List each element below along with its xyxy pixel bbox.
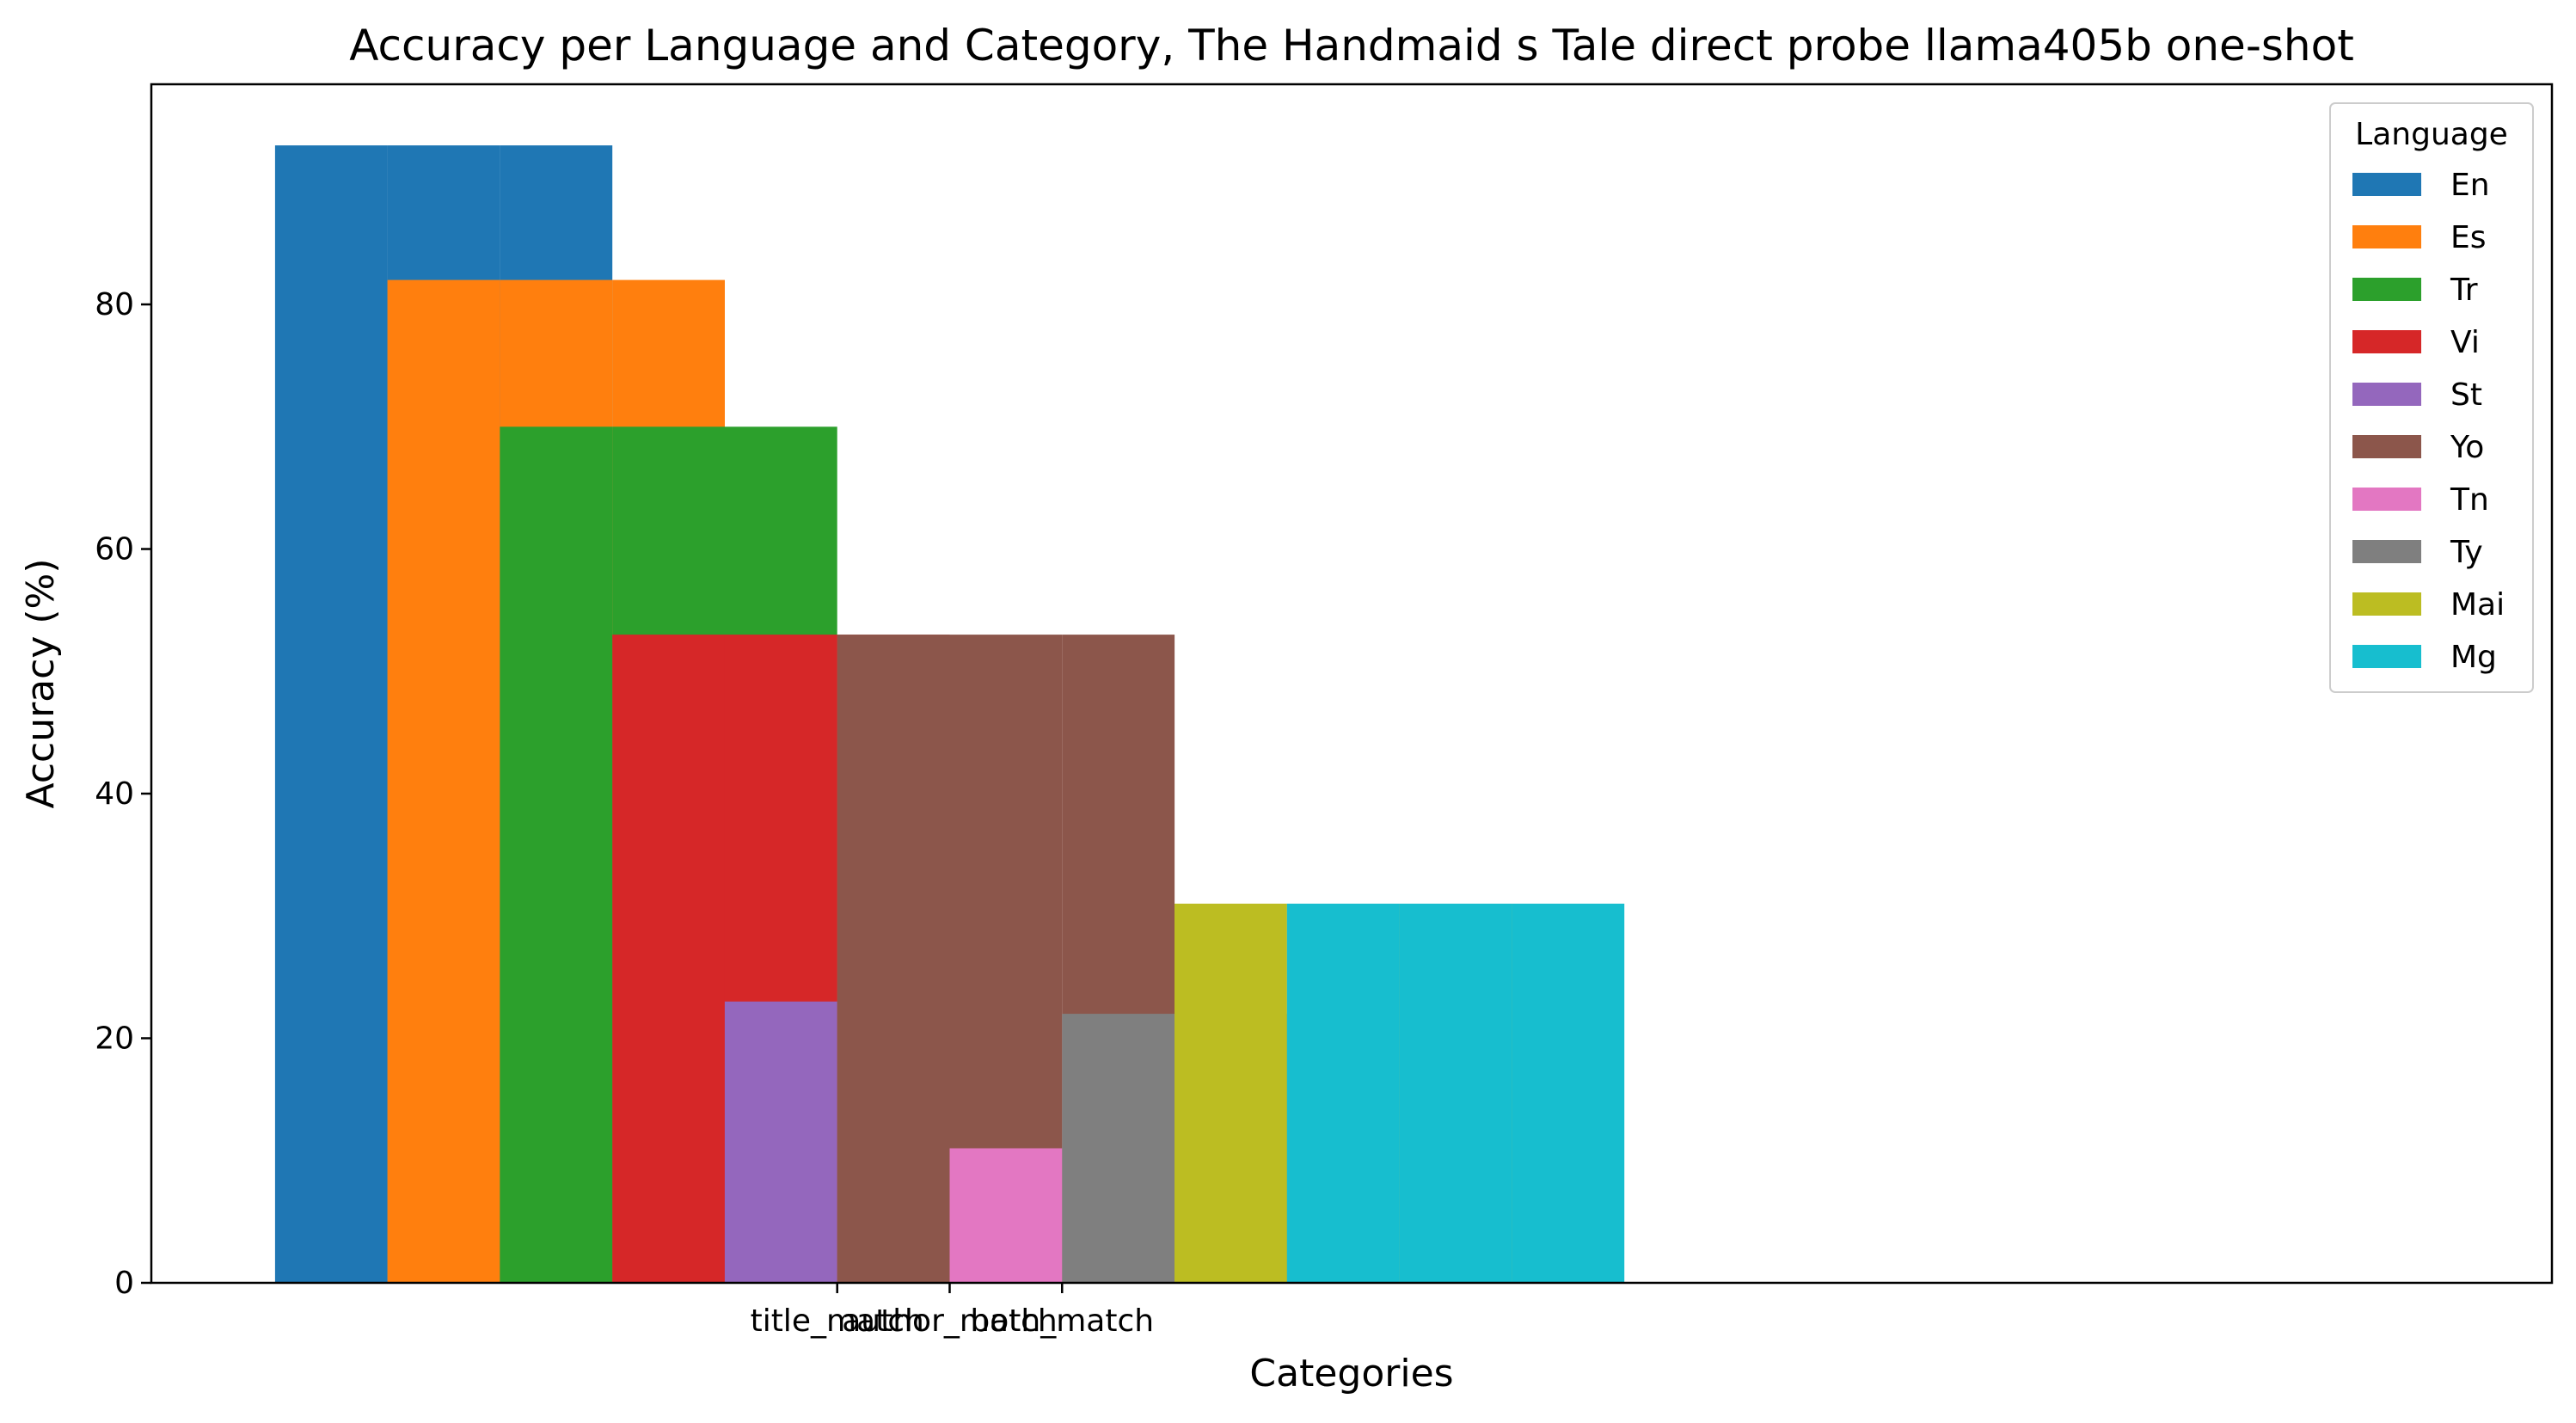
bar-vi-title-match xyxy=(612,635,725,1283)
legend-swatch-tr xyxy=(2352,278,2421,301)
legend-label-mg: Mg xyxy=(2450,640,2497,675)
legend-swatch-ty xyxy=(2352,540,2421,563)
legend-label-mai: Mai xyxy=(2450,587,2505,623)
legend-swatch-st xyxy=(2352,383,2421,406)
legend-swatch-vi xyxy=(2352,330,2421,353)
legend-label-yo: Yo xyxy=(2450,430,2484,465)
legend-label-en: En xyxy=(2450,168,2490,203)
legend-title: Language xyxy=(2355,117,2508,152)
bar-st-title-match xyxy=(724,1001,837,1283)
bar-en-title-match xyxy=(274,145,388,1284)
bar-tn-title-match xyxy=(949,1148,1063,1283)
bar-tr-title-match xyxy=(500,426,613,1283)
bar-mg-author-match xyxy=(1399,904,1512,1283)
bar-yo-title-match xyxy=(837,635,950,1283)
legend-swatch-en xyxy=(2352,173,2421,196)
bar-ty-title-match xyxy=(1062,1014,1175,1283)
y-axis-label: Accuracy (%) xyxy=(19,558,63,808)
y-tick-label: 60 xyxy=(95,532,134,567)
bar-mg-both-match xyxy=(1512,904,1625,1283)
legend-swatch-yo xyxy=(2352,435,2421,458)
legend-label-ty: Ty xyxy=(2450,535,2483,570)
legend-label-tn: Tn xyxy=(2450,482,2489,518)
legend-label-vi: Vi xyxy=(2450,325,2480,360)
legend-swatch-mai xyxy=(2352,592,2421,616)
y-axis: 0 20 40 60 80 xyxy=(95,287,151,1301)
y-tick-label: 40 xyxy=(95,776,134,812)
x-tick-label: title_match xyxy=(751,1303,924,1339)
plot-frame xyxy=(150,83,2554,1285)
legend-swatch-mg xyxy=(2352,645,2421,668)
legend-label-es: Es xyxy=(2450,220,2487,255)
bar-es-title-match xyxy=(387,279,500,1284)
x-tick-label: author_match xyxy=(842,1303,1058,1339)
legend-swatch-tn xyxy=(2352,488,2421,511)
chart-title: Accuracy per Language and Category, The … xyxy=(349,21,2354,71)
legend-swatch-es xyxy=(2352,225,2421,248)
x-tick-label: both_match xyxy=(970,1303,1154,1339)
x-axis-label: Categories xyxy=(1249,1352,1453,1395)
y-tick-label: 0 xyxy=(114,1266,134,1301)
legend: Language En Es Tr Vi St Yo Tn Ty Mai Mg xyxy=(2329,102,2534,693)
legend-label-tr: Tr xyxy=(2450,273,2478,308)
legend-label-st: St xyxy=(2450,377,2482,413)
y-tick-label: 20 xyxy=(95,1021,134,1057)
bar-mai-title-match xyxy=(1175,904,1287,1283)
y-tick-label: 80 xyxy=(95,287,134,322)
bar-mg-title-match xyxy=(1286,904,1400,1283)
bars-layer xyxy=(274,145,1625,1284)
